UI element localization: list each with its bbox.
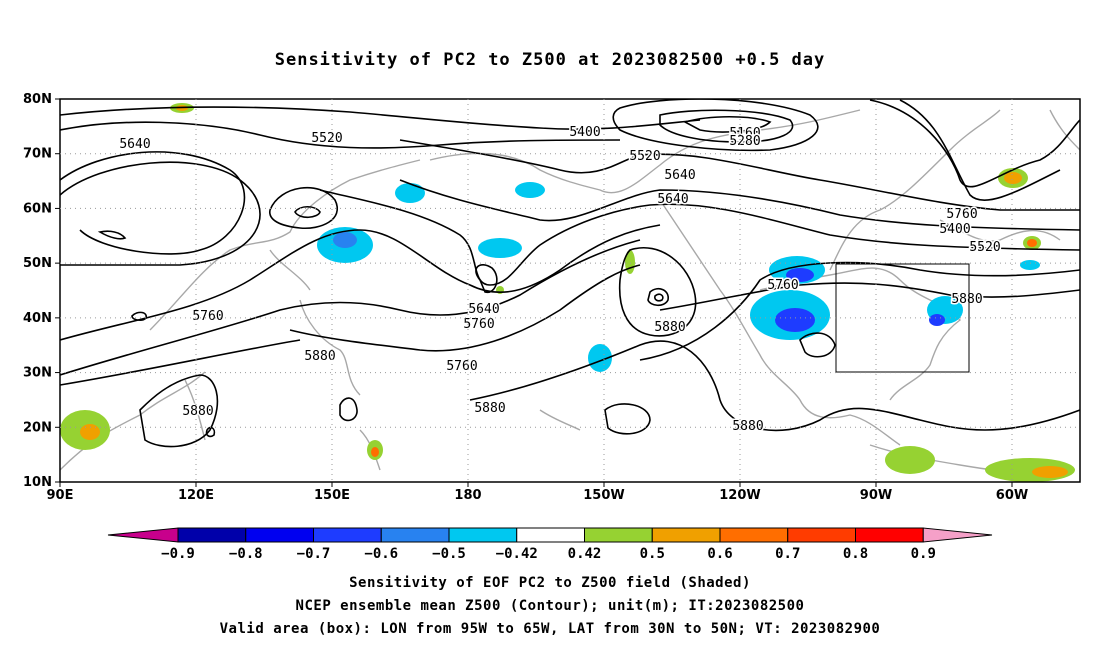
- contour-label: 5640: [664, 168, 695, 183]
- contour-label: 5760: [767, 278, 798, 293]
- footer-line-2: NCEP ensemble mean Z500 (Contour); unit(…: [295, 598, 805, 614]
- colorbar-tick-label: −0.5: [432, 546, 466, 562]
- longitude-labels: 90E 120E 150E 180 150W 120W 90W 60W: [47, 488, 1029, 503]
- contour-label: 5520: [311, 131, 342, 146]
- lat-label: 50N: [23, 256, 52, 271]
- colorbar: [107, 527, 993, 543]
- colorbar-segment: [651, 527, 721, 543]
- chart-title: Sensitivity of PC2 to Z500 at 2023082500…: [274, 50, 826, 70]
- contour-label: 5880: [654, 320, 685, 335]
- footer-line-1: Sensitivity of EOF PC2 to Z500 field (Sh…: [349, 575, 751, 591]
- contour-label: 5880: [732, 419, 763, 434]
- colorbar-segment: [584, 527, 653, 543]
- contour-labels: 5640 5520 5400 5160528055205640576054005520…: [118, 124, 1002, 436]
- colorbar-labels: −0.9 −0.8 −0.7 −0.6 −0.5 −0.42 0.42 0.5 0.6 0.7 0.…: [161, 546, 936, 562]
- contour-label: 5520: [969, 240, 1000, 255]
- contour-label: 5880: [474, 401, 505, 416]
- colorbar-right-arrow: [922, 527, 993, 543]
- colorbar-tick-label: −0.6: [364, 546, 398, 562]
- colorbar-segment: [245, 527, 314, 543]
- lat-label: 20N: [23, 420, 52, 435]
- lat-label: 80N: [23, 92, 52, 107]
- colorbar-tick-label: 0.9: [911, 546, 936, 562]
- lon-label: 90E: [47, 488, 74, 503]
- contour-label: 5160: [729, 126, 760, 141]
- contour-label: 5640: [468, 302, 499, 317]
- sensitivity-shading: [60, 103, 1075, 482]
- lat-label: 10N: [23, 475, 52, 490]
- contour-label: 5760: [946, 207, 977, 222]
- contour-label: 5760: [192, 309, 223, 324]
- colorbar-segment: [516, 527, 585, 543]
- lat-label: 70N: [23, 147, 52, 162]
- lon-label: 120E: [178, 488, 214, 503]
- contour-label: 5640: [657, 192, 688, 207]
- lon-label: 90W: [860, 488, 892, 503]
- contour-label: 5520: [629, 149, 660, 164]
- colorbar-segment: [380, 527, 450, 543]
- gridlines: [55, 98, 1080, 487]
- contour-label: 5760: [446, 359, 477, 374]
- contour-label: 5880: [182, 404, 213, 419]
- colorbar-tick-label: 0.6: [707, 546, 732, 562]
- colorbar-segment: [787, 527, 856, 543]
- colorbar-tick-label: 0.5: [640, 546, 665, 562]
- colorbar-segment: [719, 527, 789, 543]
- contour-label: 5880: [304, 349, 335, 364]
- colorbar-segment: [448, 527, 518, 543]
- colorbar-segment: [855, 527, 924, 543]
- lon-label: 60W: [996, 488, 1028, 503]
- colorbar-tick-label: −0.42: [496, 546, 538, 562]
- lon-label: 150E: [314, 488, 350, 503]
- colorbar-tick-label: 0.42: [568, 546, 602, 562]
- lon-label: 180: [454, 488, 481, 503]
- lon-label: 120W: [719, 488, 760, 503]
- map-frame: [59, 98, 1081, 483]
- latitude-labels: 80N 70N 60N 50N 40N 30N 20N 10N: [23, 92, 52, 490]
- lat-label: 60N: [23, 201, 52, 216]
- footer-line-3: Valid area (box): LON from 95W to 65W, L…: [219, 621, 881, 637]
- contour-label: 5760: [463, 317, 494, 332]
- colorbar-tick-label: 0.7: [775, 546, 800, 562]
- coastlines: [60, 109, 1080, 473]
- colorbar-tick-label: −0.7: [297, 546, 331, 562]
- colorbar-tick-label: 0.8: [843, 546, 868, 562]
- colorbar-tick-label: −0.8: [229, 546, 263, 562]
- contour-label: 5280: [729, 134, 760, 149]
- colorbar-left-arrow: [107, 527, 179, 543]
- lat-label: 30N: [23, 366, 52, 381]
- colorbar-tick-label: −0.9: [161, 546, 195, 562]
- contour-label: 5400: [939, 222, 970, 237]
- contour-label: 5880: [951, 292, 982, 307]
- contour-label: 5400: [569, 125, 600, 140]
- colorbar-segment: [177, 527, 247, 543]
- lat-label: 40N: [23, 311, 52, 326]
- z500-contours: [60, 99, 1080, 448]
- contour-label: 5640: [119, 137, 150, 152]
- colorbar-segment: [313, 527, 382, 543]
- lon-label: 150W: [583, 488, 624, 503]
